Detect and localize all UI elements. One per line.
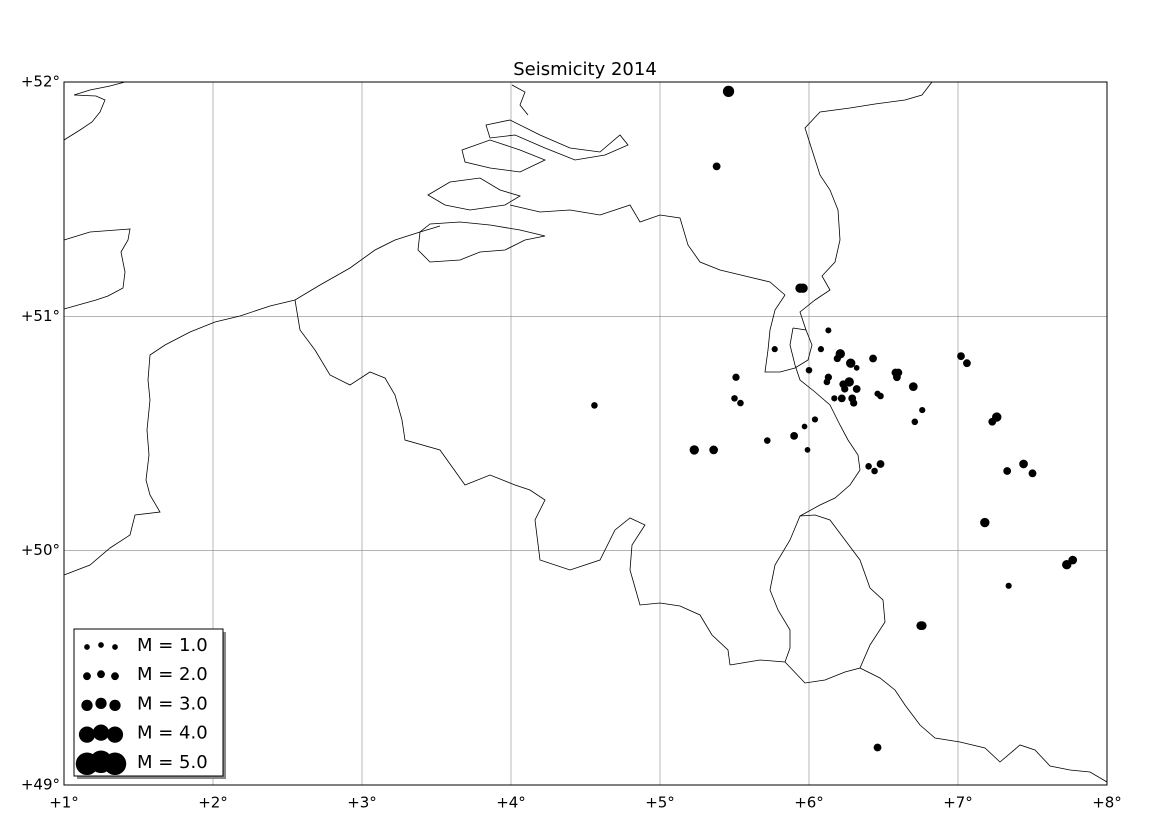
belgium-france-border — [294, 299, 731, 666]
x-tick-label: +7° — [943, 794, 973, 812]
epicenter — [823, 378, 831, 386]
epicenter — [1028, 469, 1037, 478]
netherlands-germany-border — [799, 81, 933, 331]
legend-items: M = 1.0 M = 2.0 M = 3.0 M = 4.0 M = 5.0 — [75, 635, 208, 776]
legend-marker — [103, 752, 127, 776]
belgium-germany-border — [789, 327, 861, 517]
epicenter — [869, 354, 877, 363]
belgium-netherlands-border — [764, 294, 813, 373]
epicenter — [846, 358, 856, 368]
coastlines — [63, 81, 786, 576]
epicenter — [731, 395, 738, 402]
france-germany-border — [859, 667, 1108, 783]
legend-label: M = 1.0 — [137, 635, 208, 656]
uk-coast — [63, 228, 131, 310]
luxembourg-border — [729, 514, 886, 684]
legend-marker — [106, 726, 124, 743]
epicenter — [790, 431, 798, 440]
epicenter — [737, 399, 744, 407]
y-tick-label: +51° — [21, 307, 60, 325]
epicenter — [911, 418, 919, 426]
epicenter — [1005, 582, 1012, 589]
legend-marker — [95, 697, 107, 710]
y-tick-label: +52° — [21, 73, 60, 91]
epicenter — [837, 394, 846, 403]
epicenter — [811, 416, 819, 423]
legend-marker — [111, 672, 119, 681]
x-tick-label: +4° — [496, 794, 526, 812]
epicenter — [689, 445, 699, 455]
epicenter — [853, 365, 860, 371]
epicenter — [876, 460, 885, 468]
x-tick-label: +3° — [347, 794, 377, 812]
epicenter — [732, 373, 740, 381]
zeeland — [417, 221, 546, 263]
epicenter — [871, 467, 878, 475]
legend-marker — [78, 726, 96, 743]
points — [591, 85, 1078, 752]
epicenter — [722, 85, 735, 98]
epicenter — [833, 354, 841, 363]
epicenter — [850, 399, 858, 407]
plot-frame — [63, 81, 1108, 786]
x-tick-label: +1° — [49, 794, 79, 812]
epicenter — [865, 463, 872, 470]
legend-marker — [92, 724, 110, 741]
legend-marker — [109, 699, 121, 712]
epicenter — [841, 385, 849, 393]
epicenter — [873, 743, 882, 752]
legend-marker — [98, 642, 104, 648]
nl-inland — [509, 204, 786, 296]
zeeland-island — [427, 177, 521, 211]
chart-title: Seismicity 2014 — [513, 59, 657, 80]
legend-marker — [84, 644, 90, 650]
x-tick-label: +2° — [198, 794, 228, 812]
epicenter — [988, 417, 997, 426]
legend-label: M = 5.0 — [137, 752, 208, 773]
epicenter — [957, 352, 965, 361]
uk-coast-north — [63, 81, 126, 141]
legend-label: M = 4.0 — [137, 723, 208, 744]
epicenter — [852, 385, 861, 393]
epicenter — [831, 395, 838, 402]
zeeland-island-2 — [461, 139, 546, 173]
epicenter — [771, 346, 778, 353]
epicenter — [893, 373, 901, 382]
epicenter — [763, 437, 771, 444]
epicenter — [877, 392, 884, 400]
nl-coast — [485, 84, 629, 161]
legend-marker — [97, 670, 105, 679]
y-tick-label: +50° — [21, 541, 60, 559]
epicenter — [709, 445, 718, 455]
epicenter — [1062, 560, 1072, 570]
epicenter — [963, 359, 971, 368]
epicenter — [1019, 459, 1028, 469]
y-tick-label: +49° — [21, 776, 60, 794]
epicenter — [825, 327, 832, 334]
epicenter — [591, 402, 598, 409]
france-coast — [63, 225, 441, 576]
legend-label: M = 2.0 — [137, 664, 208, 685]
legend-label: M = 3.0 — [137, 693, 208, 714]
x-tick-label: +5° — [645, 794, 675, 812]
epicenter — [801, 423, 808, 430]
legend-marker — [83, 672, 91, 681]
epicenter — [712, 162, 721, 171]
x-tick-label: +6° — [794, 794, 824, 812]
epicenter — [908, 382, 918, 391]
epicenter — [919, 406, 926, 414]
x-tick-label: +8° — [1092, 794, 1122, 812]
epicenter — [980, 517, 990, 528]
epicenter — [917, 621, 927, 631]
epicenter — [798, 283, 808, 293]
legend-marker — [112, 644, 118, 650]
epicenter — [1003, 467, 1012, 475]
epicenter — [805, 366, 813, 374]
borders — [294, 81, 1108, 783]
epicenter — [804, 447, 811, 453]
legend-marker — [81, 699, 93, 712]
epicenter — [817, 346, 825, 353]
